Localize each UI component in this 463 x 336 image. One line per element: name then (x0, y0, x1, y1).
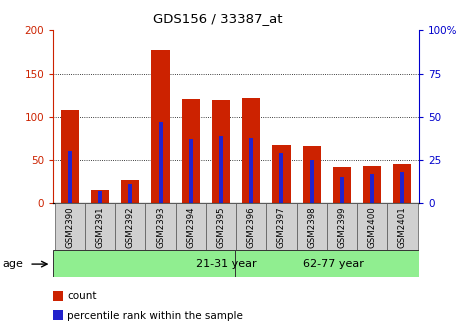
Bar (394, 164, 412, 203)
Bar (340, 177, 344, 203)
Bar (175, 203, 206, 250)
Bar (357, 203, 387, 250)
Text: 21-31 year: 21-31 year (196, 259, 257, 269)
Bar (310, 160, 314, 203)
Text: GSM2395: GSM2395 (217, 206, 225, 248)
Bar (280, 153, 283, 203)
Bar (121, 180, 139, 203)
Text: GSM2394: GSM2394 (186, 206, 195, 248)
Text: GSM2392: GSM2392 (126, 206, 135, 248)
Text: GSM2397: GSM2397 (277, 206, 286, 248)
Text: GSM2399: GSM2399 (338, 206, 346, 248)
Bar (266, 203, 297, 250)
Bar (55, 203, 85, 250)
Bar (145, 203, 175, 250)
Text: GSM2398: GSM2398 (307, 206, 316, 248)
Bar (236, 203, 266, 250)
Text: age: age (2, 259, 23, 269)
Bar (387, 203, 418, 250)
Bar (400, 172, 404, 203)
Bar (249, 137, 253, 203)
Text: GSM2391: GSM2391 (95, 206, 105, 248)
Bar (158, 122, 163, 203)
Bar (303, 146, 321, 203)
Text: GSM2393: GSM2393 (156, 206, 165, 248)
Text: GSM2400: GSM2400 (368, 206, 377, 248)
Bar (115, 203, 145, 250)
Bar (91, 190, 109, 203)
Bar (181, 99, 200, 203)
Bar (212, 100, 230, 203)
Bar (68, 151, 72, 203)
Bar (297, 203, 327, 250)
Bar (333, 167, 351, 203)
Bar (128, 184, 132, 203)
Bar (235, 250, 419, 277)
Bar (370, 174, 374, 203)
Text: 62-77 year: 62-77 year (303, 259, 364, 269)
Bar (363, 166, 381, 203)
Text: GSM2401: GSM2401 (398, 206, 407, 248)
Bar (242, 98, 260, 203)
Text: GSM2396: GSM2396 (247, 206, 256, 248)
Bar (61, 110, 79, 203)
Text: GSM2390: GSM2390 (65, 206, 75, 248)
Text: count: count (67, 291, 97, 301)
Text: percentile rank within the sample: percentile rank within the sample (67, 310, 243, 321)
Bar (98, 191, 102, 203)
Text: GDS156 / 33387_at: GDS156 / 33387_at (153, 12, 282, 25)
Bar (53, 250, 235, 277)
Bar (189, 139, 193, 203)
Bar (327, 203, 357, 250)
Bar (151, 50, 169, 203)
Bar (206, 203, 236, 250)
Bar (272, 145, 291, 203)
Bar (85, 203, 115, 250)
Bar (219, 136, 223, 203)
